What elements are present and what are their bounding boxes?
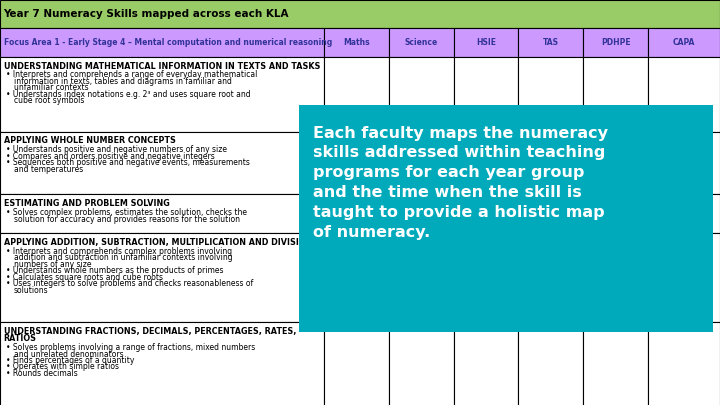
Text: APPLYING WHOLE NUMBER CONCEPTS: APPLYING WHOLE NUMBER CONCEPTS [4,136,176,145]
Bar [583,233,648,322]
Bar [389,322,454,405]
Bar [454,322,518,405]
Bar [324,233,389,322]
Text: ESTIMATING AND PROBLEM SOLVING: ESTIMATING AND PROBLEM SOLVING [4,199,169,208]
Bar [324,322,389,405]
Bar [648,132,720,194]
Bar [389,57,454,132]
Text: • Interprets and comprehends a range of everyday mathematical: • Interprets and comprehends a range of … [6,70,257,79]
Text: addition and subtraction in unfamiliar contexts involving: addition and subtraction in unfamiliar c… [14,253,233,262]
Bar [648,233,720,322]
Bar [454,233,518,322]
Bar [389,233,454,322]
Bar [518,28,583,57]
Bar [389,132,454,194]
Text: • Understands positive and negative numbers of any size: • Understands positive and negative numb… [6,145,227,154]
Bar [389,28,454,57]
Text: cube root symbols: cube root symbols [14,96,84,105]
Text: information in texts, tables and diagrams in familiar and: information in texts, tables and diagram… [14,77,232,86]
Bar [324,132,389,194]
Bar [0,57,324,132]
Text: Maths: Maths [343,38,369,47]
Bar [0,132,324,194]
Bar [583,28,648,57]
Bar [0,28,324,57]
Text: • Operates with simple ratios: • Operates with simple ratios [6,362,119,371]
Bar [648,194,720,233]
Bar [518,132,583,194]
Bar [648,322,720,405]
Bar [583,57,648,132]
Text: Focus Area 1 - Early Stage 4 – Mental computation and numerical reasoning: Focus Area 1 - Early Stage 4 – Mental co… [4,38,332,47]
Text: • Rounds decimals: • Rounds decimals [6,369,78,378]
Bar [454,28,518,57]
Text: • Compares and orders positive and negative integers: • Compares and orders positive and negat… [6,152,215,161]
Text: solutions: solutions [14,286,48,294]
Bar [648,57,720,132]
Bar [324,194,389,233]
Text: • Understands index notations e.g. 2³ and uses square root and: • Understands index notations e.g. 2³ an… [6,90,251,99]
Bar [389,194,454,233]
Bar [454,57,518,132]
Bar [0,0,720,28]
Bar [583,132,648,194]
Bar [324,28,389,57]
Bar [648,28,720,57]
Text: UNDERSTANDING MATHEMATICAL INFORMATION IN TEXTS AND TASKS: UNDERSTANDING MATHEMATICAL INFORMATION I… [4,62,320,70]
Text: • Uses integers to solve problems and checks reasonableness of: • Uses integers to solve problems and ch… [6,279,253,288]
Bar [0,233,324,322]
Text: and unrelated denominators: and unrelated denominators [14,350,123,358]
Text: solution for accuracy and provides reasons for the solution: solution for accuracy and provides reaso… [14,215,240,224]
Text: UNDERSTANDING FRACTIONS, DECIMALS, PERCENTAGES, RATES,: UNDERSTANDING FRACTIONS, DECIMALS, PERCE… [4,327,296,336]
Bar [454,132,518,194]
Text: • Finds percentages of a quantity: • Finds percentages of a quantity [6,356,134,365]
Bar [518,57,583,132]
Text: Science: Science [405,38,438,47]
Bar [0,322,324,405]
Bar [454,194,518,233]
Bar [299,105,713,332]
Bar [0,194,324,233]
Text: • Calculates square roots and cube roots: • Calculates square roots and cube roots [6,273,163,281]
Bar [518,233,583,322]
Text: numbers of any size: numbers of any size [14,260,91,269]
Bar [518,194,583,233]
Text: unfamiliar contexts: unfamiliar contexts [14,83,89,92]
Text: CAPA: CAPA [672,38,696,47]
Text: RATIOS: RATIOS [4,334,37,343]
Text: HSIE: HSIE [476,38,496,47]
Text: • Sequences both positive and negative events, measurements: • Sequences both positive and negative e… [6,158,250,167]
Text: and temperatures: and temperatures [14,165,83,174]
Text: • Understands whole numbers as the products of primes: • Understands whole numbers as the produ… [6,266,223,275]
Text: Year 7 Numeracy Skills mapped across each KLA: Year 7 Numeracy Skills mapped across eac… [4,9,289,19]
Text: APPLYING ADDITION, SUBTRACTION, MULTIPLICATION AND DIVISION: APPLYING ADDITION, SUBTRACTION, MULTIPLI… [4,238,312,247]
Text: TAS: TAS [543,38,559,47]
Text: • Interprets and comprehends complex problems involving: • Interprets and comprehends complex pro… [6,247,232,256]
Text: Each faculty maps the numeracy
skills addressed within teaching
programs for eac: Each faculty maps the numeracy skills ad… [313,126,608,239]
Text: PDHPE: PDHPE [600,38,631,47]
Text: • Solves complex problems, estimates the solution, checks the: • Solves complex problems, estimates the… [6,208,247,217]
Bar [324,57,389,132]
Bar [518,322,583,405]
Bar [583,322,648,405]
Text: • Solves problems involving a range of fractions, mixed numbers: • Solves problems involving a range of f… [6,343,255,352]
Bar [583,194,648,233]
